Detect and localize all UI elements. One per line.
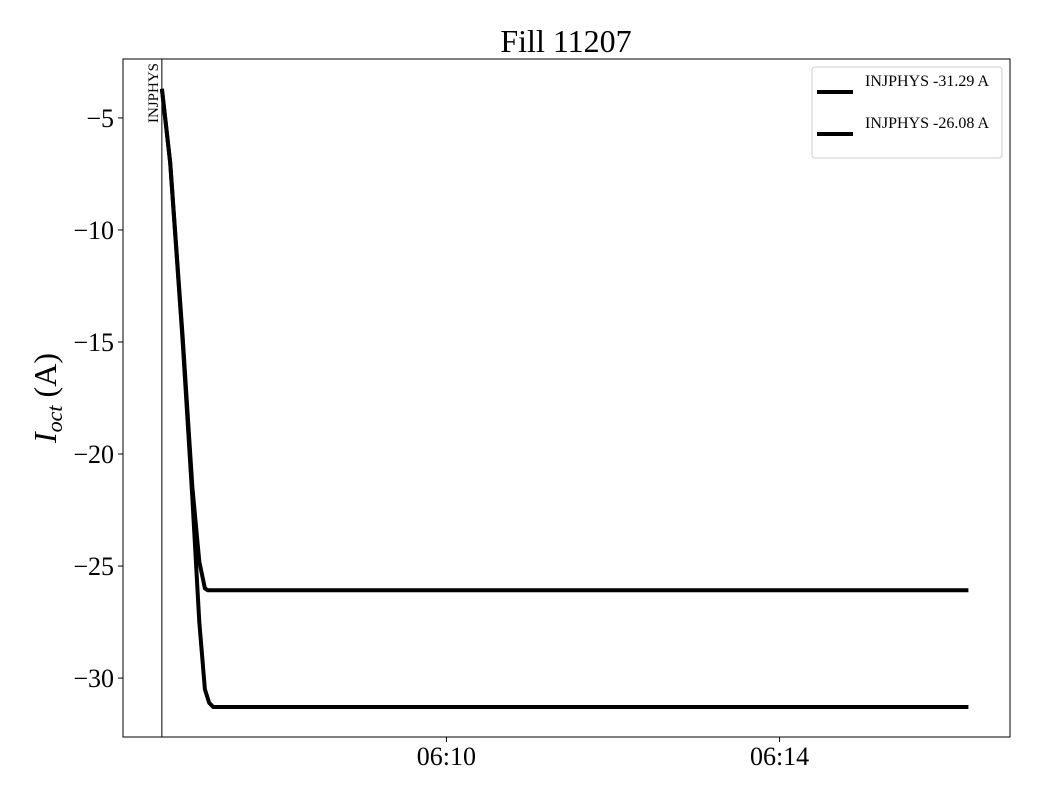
x-tick-label: 06:10 — [417, 742, 476, 771]
chart-title: Fill 11207 — [500, 23, 631, 59]
series-line-2 — [159, 88, 969, 593]
y-tick-label: −10 — [73, 216, 114, 245]
legend-label: INJPHYS -31.29 A — [865, 73, 989, 90]
legend: INJPHYS -31.29 A INJPHYS -26.08 A — [811, 66, 1003, 159]
x-tick-label: 06:14 — [750, 742, 809, 771]
legend-label: INJPHYS -26.08 A — [865, 115, 989, 132]
y-tick-label: −20 — [73, 440, 114, 469]
y-tick-label: −25 — [73, 552, 114, 581]
y-axis-label: Ioct (A) — [27, 353, 67, 444]
plot-frame — [122, 58, 1011, 738]
annotation-label: INJPHYS — [146, 63, 162, 123]
y-tick-label: −15 — [73, 328, 114, 357]
legend-box — [811, 66, 1003, 159]
y-tick-label: −30 — [73, 664, 114, 693]
series-line-1 — [159, 88, 969, 709]
y-tick-label: −5 — [86, 104, 114, 133]
